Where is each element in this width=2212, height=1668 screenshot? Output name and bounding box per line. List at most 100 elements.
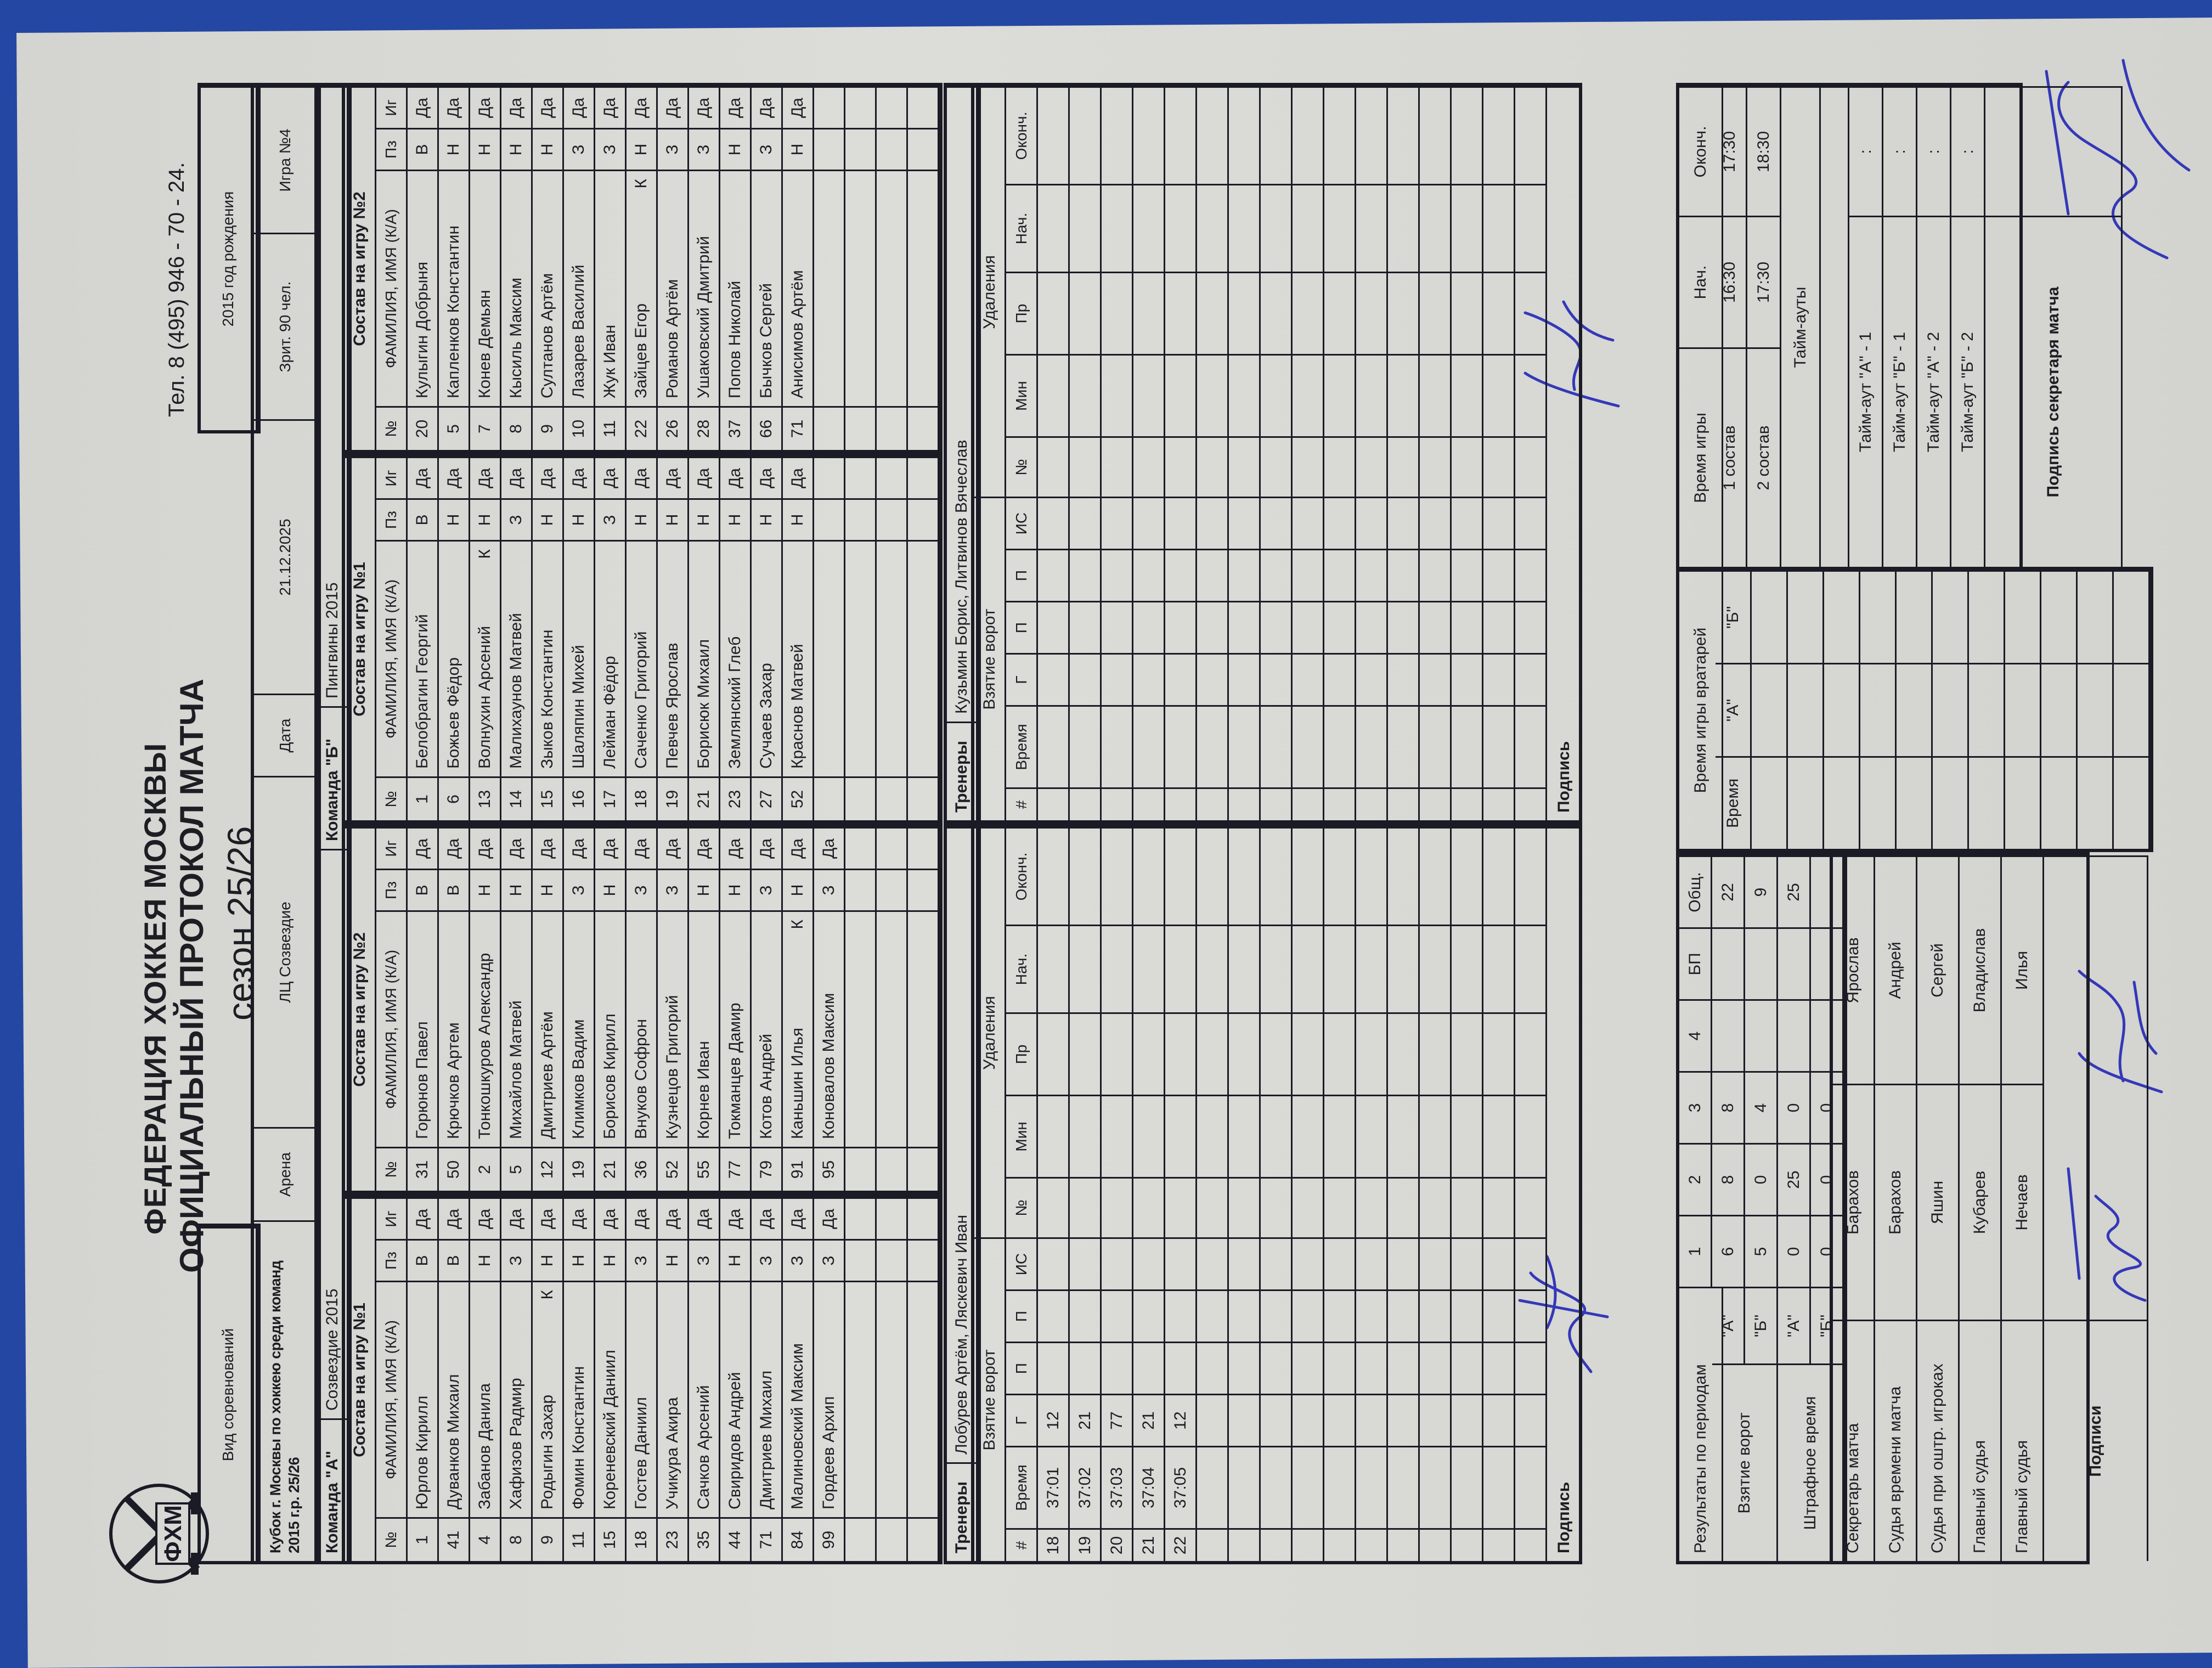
player-number: 28 (689, 406, 720, 450)
player-name-cell (877, 540, 908, 776)
goalie-time-cell (1897, 663, 1933, 756)
penalty-cell (1038, 925, 1070, 1012)
player-position: З (595, 128, 627, 170)
player-played: Да (783, 457, 814, 498)
captain-mark: К (476, 549, 494, 559)
goal-cell (1452, 787, 1483, 820)
goal-cell (1229, 1342, 1261, 1394)
penalty-cell (1038, 436, 1070, 497)
player-position: З (814, 1239, 845, 1281)
roster-team-a-game-1: Состав на игру №1 № ФАМИЛИЯ, ИМЯ (К/А) Пз Иг… (342, 1194, 943, 1564)
goal-cell (1324, 653, 1356, 705)
goal-cell (1229, 601, 1261, 653)
penalty-cell (1324, 1177, 1356, 1237)
goalie-time-table: Время игры вратарей Время "А" "Б" (1676, 567, 2153, 852)
player-name: Божьев Фёдор (444, 657, 462, 769)
goal-cell (1261, 1394, 1293, 1446)
period-results-table: Результаты по периодам 1 2 3 4 БП Общ. Взятие в… (1676, 852, 1847, 1564)
secretary-signature (2045, 59, 2191, 260)
competition-name: Кубок г. Москвы по хоккею среди команд 2… (254, 1220, 318, 1561)
goal-cell (1483, 1446, 1515, 1528)
goal-cell (1515, 497, 1547, 549)
goals-section-label: Взятие ворот (974, 1237, 1006, 1561)
penalty-cell (1452, 184, 1483, 272)
goal-cell (1070, 1289, 1102, 1342)
goalie-time-cell (2041, 756, 2078, 849)
player-name-cell: Сучаев Захар (752, 540, 783, 776)
goal-cell (1356, 549, 1388, 601)
player-name-cell (845, 540, 877, 776)
penalty-cell (1452, 1012, 1483, 1095)
goal-cell (1070, 1342, 1102, 1394)
penalty-cell (1261, 1012, 1293, 1095)
goal-cell (1038, 1237, 1070, 1289)
player-name: Кулыгин Добрыня (413, 261, 431, 398)
player-position: Н (689, 498, 720, 540)
player-position: З (501, 1239, 533, 1281)
goals-value: 0 (1745, 1143, 1778, 1215)
penalty-cell (1133, 354, 1165, 436)
player-number: 7 (470, 406, 501, 450)
player-position: Н (533, 498, 564, 540)
roster-column-header: № (376, 1147, 408, 1191)
player-number: 14 (501, 776, 533, 820)
player-played: Да (814, 827, 845, 869)
goal-column-header: П (1006, 601, 1038, 653)
player-name-cell: Зайцев Егор К (627, 170, 658, 406)
secretary-signature-label: Подпись секретаря матча (1985, 216, 2123, 567)
player-name: Дмитриев Артём (538, 1011, 556, 1139)
roster-column-header: Иг (376, 827, 408, 869)
penalty-cell (1452, 1095, 1483, 1177)
penalty-cell (1165, 86, 1197, 184)
goal-cell: 18 (1038, 1528, 1070, 1561)
goal-cell (1452, 705, 1483, 787)
penalty-cell (1356, 1095, 1388, 1177)
penalty-cell (1229, 827, 1261, 925)
goal-cell (1515, 787, 1547, 820)
penalty-cell (1483, 827, 1515, 925)
player-name-cell: Краснов Матвей (783, 540, 814, 776)
goals-value (1745, 999, 1778, 1071)
goals-value: 8 (1712, 1143, 1745, 1215)
penalty-cell (1165, 1177, 1197, 1237)
player-number: 31 (408, 1147, 439, 1191)
player-played: Да (501, 1197, 533, 1239)
player-number: 23 (658, 1517, 689, 1561)
player-played: Да (720, 86, 752, 128)
goal-cell (1324, 705, 1356, 787)
penalty-cell (1165, 925, 1197, 1012)
penalty-cell (1102, 827, 1133, 925)
penalty-cell (1229, 925, 1261, 1012)
penalty-cell (1515, 436, 1547, 497)
goals-value (1712, 927, 1745, 999)
player-number: 79 (752, 1147, 783, 1191)
player-position (908, 128, 939, 170)
player-position (845, 128, 877, 170)
player-name-cell: Свиридов Андрей (720, 1281, 752, 1517)
penalty-cell (1165, 1095, 1197, 1177)
goal-cell (1324, 1289, 1356, 1342)
goal-cell (1515, 1289, 1547, 1342)
penalty-cell (1356, 1012, 1388, 1095)
goalie-column-header: "А" (1716, 663, 1752, 756)
player-name-cell: Сачков Арсений (689, 1281, 720, 1517)
player-number: 19 (658, 776, 689, 820)
goal-cell (1197, 705, 1229, 787)
goal-cell (1133, 1342, 1165, 1394)
goal-cell (1388, 549, 1420, 601)
team-marker: "Б" (1745, 1287, 1778, 1363)
goal-cell (1038, 1289, 1070, 1342)
player-number: 9 (533, 406, 564, 450)
goal-cell (1038, 705, 1070, 787)
player-position: З (814, 869, 845, 910)
player-played (845, 827, 877, 869)
goal-cell (1261, 1289, 1293, 1342)
goalie-time-cell (1788, 756, 1824, 849)
penalty-column-header: Нач. (1006, 184, 1038, 272)
goalie-time-cell (2078, 756, 2114, 849)
penalty-cell (1293, 184, 1324, 272)
goal-cell (1388, 601, 1420, 653)
player-position: Н (470, 498, 501, 540)
goal-cell (1324, 1446, 1356, 1528)
goalie-time-cell (1897, 570, 1933, 663)
